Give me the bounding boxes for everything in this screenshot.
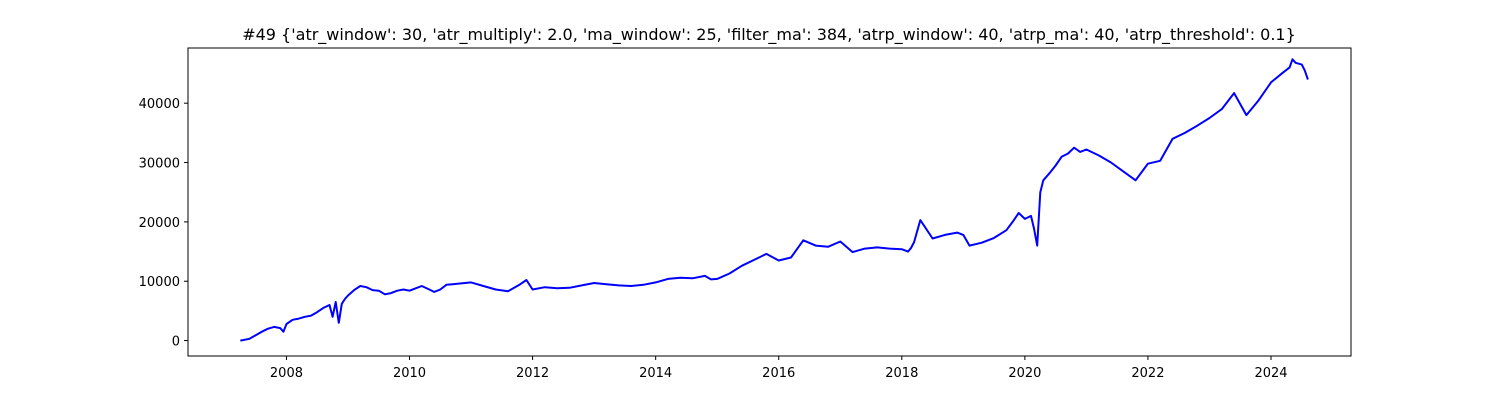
series-layer [240,58,1309,342]
y-axis-ticks: 0 10000 20000 30000 40000 [139,97,188,350]
x-tick-label: 2008 [270,366,303,381]
x-tick-label: 2012 [516,366,549,381]
y-tick-label: 10000 [139,275,180,290]
y-tick-label: 0 [172,335,180,350]
y-tick-label: 40000 [139,97,180,112]
x-tick-label: 2016 [762,366,795,381]
x-tick-label: 2010 [393,366,426,381]
x-tick-label: 2014 [639,366,672,381]
x-tick-label: 2024 [1254,366,1287,381]
series-line-0 [240,58,1309,342]
plot-frame [187,47,1352,357]
y-tick-label: 20000 [139,216,180,231]
x-axis-ticks: 2008 2010 2012 2014 2016 2018 2020 2022 2024 [270,356,1288,381]
x-tick-label: 2020 [1008,366,1041,381]
y-tick-label: 30000 [139,157,180,172]
chart-title: #49 {'atr_window': 30, 'atr_multiply': 2… [242,25,1296,45]
x-tick-label: 2022 [1131,366,1164,381]
x-tick-label: 2018 [885,366,918,381]
